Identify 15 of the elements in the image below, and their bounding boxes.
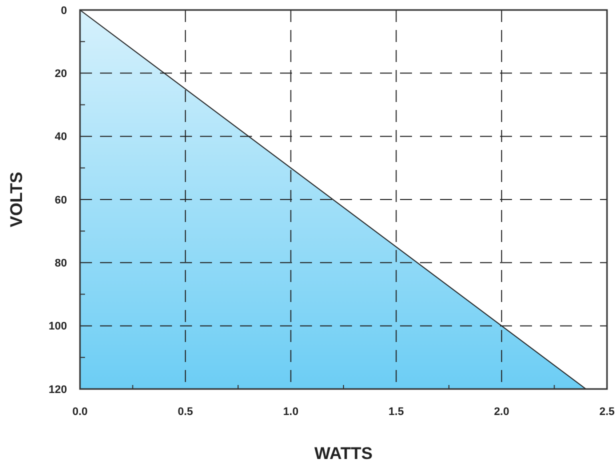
y-tick-label: 20 [54, 68, 67, 80]
y-tick-label: 80 [54, 258, 67, 270]
x-tick-label: 2.5 [599, 406, 615, 418]
y-tick-label: 120 [48, 384, 67, 396]
x-axis-title: WATTS [314, 444, 373, 463]
y-tick-label: 0 [60, 4, 67, 17]
x-tick-label: 2.0 [494, 406, 510, 418]
y-axis-title: VOLTS [7, 172, 26, 228]
y-tick-label: 40 [54, 131, 67, 144]
x-tick-label: 0.5 [178, 406, 194, 418]
x-tick-label: 0.0 [72, 406, 88, 418]
x-tick-label: 1.0 [283, 406, 298, 418]
x-tick-label: 1.5 [388, 406, 404, 418]
y-tick-label: 60 [54, 194, 67, 206]
y-tick-label: 100 [48, 320, 67, 333]
